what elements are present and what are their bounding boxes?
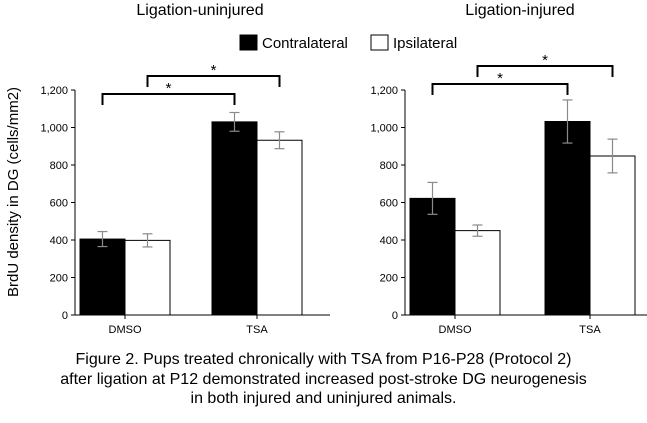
- bar-contralateral-tsa: [544, 121, 591, 316]
- error-bar: [229, 111, 240, 132]
- legend-swatch-ipsilateral: [370, 34, 389, 51]
- legend-swatch-contralateral: [239, 34, 258, 51]
- caption-line-3: in both injured and uninjured animals.: [190, 390, 457, 407]
- x-tick-label-dmso: DMSO: [109, 324, 142, 336]
- significance-bracket-line: [431, 83, 569, 95]
- y-tick-label: 200: [50, 273, 68, 285]
- y-tick-label: 1,200: [40, 85, 68, 97]
- y-tick-label: 1,200: [370, 85, 398, 97]
- y-tick-label: 1,000: [370, 123, 398, 135]
- bar-ipsilateral-dmso: [124, 239, 171, 316]
- chart-panel-ligation-uninjured: Ligation-uninjured 0 200 400 600 800 1,000 1,20…: [40, 2, 330, 336]
- y-tick-label: 200: [380, 273, 398, 285]
- error-bar: [97, 230, 108, 248]
- bar-contralateral-dmso: [409, 197, 456, 316]
- bar-contralateral-dmso: [79, 238, 126, 316]
- caption-line-2: after ligation at P12 demonstrated incre…: [60, 370, 587, 388]
- y-tick-label: 600: [50, 198, 68, 210]
- error-bar: [562, 99, 573, 144]
- error-bar: [427, 181, 438, 215]
- significance-star: *: [166, 80, 172, 97]
- chart-panel-ligation-injured: Ligation-injured 0 200 400 600 800 1,000 1,200 D…: [370, 2, 647, 336]
- significance-bracket-line: [101, 93, 236, 105]
- y-tick-label: 0: [62, 310, 68, 322]
- chart-title: Ligation-uninjured: [136, 2, 263, 19]
- significance-bracket-line: [146, 75, 281, 87]
- significance-bracket: *: [101, 80, 236, 105]
- significance-star: *: [497, 70, 503, 87]
- x-tick-label-dmso: DMSO: [439, 324, 472, 336]
- x-tick-label-tsa: TSA: [246, 324, 268, 336]
- bar-ipsilateral-tsa: [589, 155, 636, 316]
- error-bar: [142, 233, 153, 248]
- y-tick-label: 0: [392, 310, 398, 322]
- error-bar: [274, 131, 285, 150]
- error-bar: [607, 138, 618, 174]
- figure-caption: Figure 2. Pups treated chronically with …: [0, 350, 647, 409]
- x-tick-label-tsa: TSA: [579, 324, 601, 336]
- significance-bracket: *: [431, 70, 569, 95]
- y-tick-label: 800: [380, 160, 398, 172]
- bar-ipsilateral-dmso: [454, 230, 501, 316]
- y-axis-label: BrdU density in DG (cells/mm2): [5, 87, 22, 297]
- significance-bracket: *: [146, 62, 281, 87]
- significance-bracket: *: [476, 52, 614, 77]
- bar-contralateral-tsa: [211, 121, 258, 316]
- significance-star: *: [211, 62, 217, 79]
- significance-bracket-line: [476, 65, 614, 77]
- significance-star: *: [542, 52, 548, 69]
- y-tick-label: 400: [380, 235, 398, 247]
- y-tick-label: 400: [50, 235, 68, 247]
- error-bar: [472, 224, 483, 237]
- chart-title: Ligation-injured: [465, 2, 574, 19]
- legend-label-ipsilateral: Ipsilateral: [393, 35, 457, 52]
- bar-ipsilateral-tsa: [256, 139, 303, 316]
- y-tick-label: 1,000: [40, 123, 68, 135]
- y-tick-label: 800: [50, 160, 68, 172]
- legend-label-contralateral: Contralateral: [262, 35, 348, 52]
- y-tick-label: 600: [380, 198, 398, 210]
- caption-line-1: Figure 2. Pups treated chronically with …: [75, 351, 572, 368]
- legend: Contralateral Ipsilateral: [239, 34, 457, 52]
